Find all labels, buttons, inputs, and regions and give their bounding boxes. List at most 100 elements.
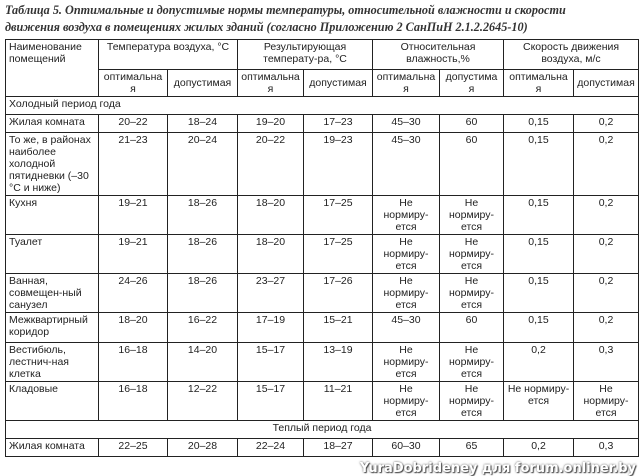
header-sub: допустимая	[167, 69, 238, 97]
table-cell: Не нормиру-ется	[439, 342, 505, 382]
header-sub: допустимая	[439, 69, 505, 97]
table-cell: 18–26	[167, 234, 238, 274]
table-cell: Не нормиру-ется	[372, 195, 441, 235]
table-cell: Не нормиру-ется	[439, 234, 505, 274]
subheader-row: оптимальная допустимая оптимальная допустим…	[6, 69, 640, 97]
table-cell: 18–20	[237, 195, 304, 235]
table-cell: 45–30	[372, 312, 441, 343]
table-row: Кухня 19–21 18–26 18–20 17–25 Не нормиру-ется…	[5, 195, 640, 235]
table-cell: 15–17	[237, 381, 304, 421]
table-cell: 17–19	[237, 312, 304, 343]
table-wrapper: Наименование помещений Температура воздух…	[0, 36, 640, 457]
table-cell: 0,15	[503, 312, 575, 343]
table-cell: 22–24	[237, 438, 304, 457]
table-cell: 17–25	[302, 195, 374, 235]
table-cell: Не нормиру-ется	[573, 381, 640, 421]
table-row: То же, в районах наиболее холодной пятид…	[5, 132, 640, 196]
header-sub: оптимальная	[237, 69, 304, 97]
room-name: То же, в районах наиболее холодной пятид…	[5, 132, 99, 196]
table-cell: 0,2	[573, 312, 640, 343]
watermark: YuraDobrideney для forum.onliner.by	[359, 461, 636, 476]
table-cell: 60	[439, 132, 505, 196]
header-room: Наименование помещений	[5, 39, 99, 97]
table-cell: 0,2	[573, 273, 640, 313]
header-group: Результирующая температу-ра, °С	[236, 39, 374, 70]
header-sub: допустимая	[573, 69, 640, 97]
table-row: Жилая комната 20–22 18–24 19–20 17–23 45–30 60…	[5, 114, 640, 133]
table-cell: 45–30	[372, 114, 441, 133]
room-name: Вестибюль, лестнич-ная клетка	[5, 342, 99, 382]
table-cell: 0,2	[573, 132, 640, 196]
table-cell: 18–20	[98, 312, 168, 343]
table-cell: Не нормиру-ется	[439, 195, 505, 235]
table-cell: 17–26	[302, 273, 374, 313]
table-cell: 20–28	[167, 438, 238, 457]
table-cell: 18–27	[302, 438, 374, 457]
table-cell: 0,2	[503, 438, 575, 457]
table-cell: 17–23	[302, 114, 374, 133]
table-cell: 16–18	[98, 342, 168, 382]
table-cell: 16–18	[98, 381, 168, 421]
section-row: Холодный период года	[4, 96, 640, 115]
table-cell: 18–24	[167, 114, 238, 133]
table-cell: 19–21	[98, 234, 168, 274]
header-sub: оптимальная	[98, 69, 168, 97]
table-cell: 15–21	[302, 312, 374, 343]
table-cell: Не нормиру-ется	[503, 381, 575, 421]
table-cell: 0,15	[503, 114, 575, 133]
caption-line-2: движения воздуха в помещениях жилых здан…	[5, 20, 528, 34]
room-name: Жилая комната	[5, 114, 99, 133]
caption-line-1: Таблица 5. Оптимальные и допустимые норм…	[5, 3, 566, 17]
table-cell: Не нормиру-ется	[372, 342, 441, 382]
table-cell: 23–27	[237, 273, 304, 313]
section-row: Теплый период года	[4, 420, 640, 439]
table-row: Вестибюль, лестнич-ная клетка 16–18 14–20 1…	[5, 342, 640, 382]
table-cell: 11–21	[302, 381, 374, 421]
table-cell: 0,2	[573, 195, 640, 235]
table-cell: 14–20	[167, 342, 238, 382]
header-group: Скорость движения воздуха, м/с	[503, 39, 640, 70]
table-cell: 60–30	[372, 438, 441, 457]
header-sub: оптимальная	[503, 69, 575, 97]
table-caption: Таблица 5. Оптимальные и допустимые норм…	[0, 0, 640, 36]
table-cell: 19–20	[237, 114, 304, 133]
table-cell: Не нормиру-ется	[372, 273, 441, 313]
room-name: Жилая комната	[5, 438, 99, 457]
table-cell: 13–19	[302, 342, 374, 382]
table-cell: 18–26	[167, 273, 238, 313]
room-name: Межквартирный коридор	[5, 312, 99, 343]
table-cell: 22–25	[98, 438, 168, 457]
table-cell: 0,15	[503, 132, 575, 196]
table-cell: 19–21	[98, 195, 168, 235]
table-cell: 24–26	[98, 273, 168, 313]
table-cell: 21–23	[98, 132, 168, 196]
table-cell: 20–22	[237, 132, 304, 196]
table-cell: 65	[439, 438, 505, 457]
header-group: Относительная влажность,%	[372, 39, 505, 70]
table-cell: 0,3	[573, 438, 640, 457]
section-cold: Холодный период года	[4, 96, 640, 115]
table-cell: Не нормиру-ется	[439, 273, 505, 313]
table-cell: 0,15	[503, 195, 575, 235]
room-name: Ванная, совмещен-ный санузел	[5, 273, 99, 313]
table-cell: 0,3	[573, 342, 640, 382]
table-cell: 0,2	[573, 114, 640, 133]
table-cell: 17–25	[302, 234, 374, 274]
table-cell: 0,2	[573, 234, 640, 274]
table-row: Ванная, совмещен-ный санузел 24–26 18–26 23…	[5, 273, 640, 313]
table-row: Межквартирный коридор 18–20 16–22 17–19 15–2…	[5, 312, 640, 343]
table-cell: 60	[439, 114, 505, 133]
header-sub: допустимая	[302, 69, 374, 97]
table-row: Кладовые 16–18 12–22 15–17 11–21 Не нормиру-е…	[5, 381, 640, 421]
table-cell: Не нормиру-ется	[439, 381, 505, 421]
header-row: Наименование помещений Температура воздух…	[5, 39, 640, 97]
table-cell: 45–30	[372, 132, 441, 196]
table-cell: Не нормиру-ется	[372, 381, 441, 421]
table-cell: 20–24	[167, 132, 238, 196]
header-sub: оптимальная	[372, 69, 441, 97]
header-group: Температура воздуха, °С	[98, 39, 238, 70]
table-cell: 15–17	[237, 342, 304, 382]
norms-table: Наименование помещений Температура воздух…	[4, 39, 640, 457]
table-cell: 19–23	[302, 132, 374, 196]
table-cell: 20–22	[98, 114, 168, 133]
